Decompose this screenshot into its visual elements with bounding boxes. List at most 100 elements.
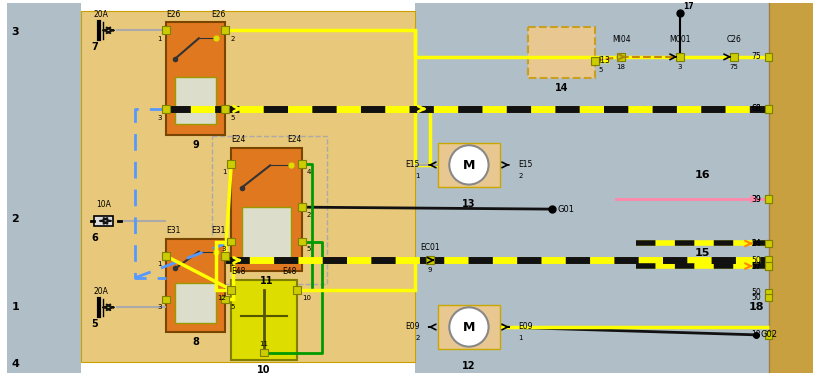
Bar — [763, 256, 771, 264]
Text: 18: 18 — [748, 302, 763, 313]
Text: 50: 50 — [750, 288, 760, 297]
Bar — [425, 256, 433, 264]
Text: 16: 16 — [694, 170, 709, 180]
Text: 1: 1 — [518, 335, 522, 341]
Bar — [162, 252, 170, 260]
Text: 75: 75 — [750, 52, 760, 61]
Bar — [242, 207, 291, 259]
Text: 2: 2 — [230, 36, 234, 42]
Text: 68: 68 — [750, 104, 760, 113]
Text: 1: 1 — [11, 302, 19, 313]
Text: 5: 5 — [91, 319, 98, 329]
Text: E24: E24 — [287, 135, 301, 144]
Text: E15: E15 — [518, 161, 532, 169]
Text: E15: E15 — [405, 161, 419, 169]
Bar — [221, 252, 229, 260]
Text: G01: G01 — [557, 205, 573, 214]
Bar — [763, 331, 771, 339]
Text: 12: 12 — [217, 294, 226, 300]
Text: 6: 6 — [91, 233, 98, 243]
Text: 24: 24 — [750, 239, 760, 248]
Bar — [260, 349, 268, 357]
Bar — [437, 143, 500, 187]
Text: 10: 10 — [301, 294, 310, 300]
Bar — [227, 238, 235, 245]
Text: 11: 11 — [260, 341, 269, 346]
Text: 1: 1 — [156, 261, 161, 267]
Bar — [297, 203, 305, 211]
Text: E09: E09 — [518, 322, 532, 331]
Bar — [7, 3, 81, 373]
Text: M: M — [462, 159, 474, 172]
Bar — [763, 294, 771, 302]
Text: C26: C26 — [726, 35, 740, 44]
Text: 3: 3 — [156, 115, 161, 121]
Bar — [297, 238, 305, 245]
Text: 18: 18 — [750, 330, 760, 339]
Text: MC01: MC01 — [668, 35, 690, 44]
Bar — [617, 53, 624, 61]
Bar — [221, 26, 229, 34]
Bar — [763, 195, 771, 203]
Text: 5: 5 — [306, 247, 311, 253]
Text: 17: 17 — [682, 2, 693, 11]
Text: 18: 18 — [616, 64, 625, 70]
Text: E09: E09 — [405, 322, 419, 331]
Text: 9: 9 — [192, 140, 199, 150]
Text: 3: 3 — [222, 247, 226, 253]
Text: 12: 12 — [462, 362, 475, 371]
Text: 1: 1 — [156, 36, 161, 42]
Text: 39: 39 — [750, 195, 760, 204]
Bar — [297, 160, 305, 168]
Bar — [166, 23, 225, 135]
Bar — [763, 195, 771, 203]
Text: 2: 2 — [11, 214, 19, 224]
Bar — [590, 57, 598, 64]
Text: 3: 3 — [677, 64, 681, 70]
Text: 15: 15 — [694, 248, 709, 258]
Text: 7: 7 — [91, 42, 98, 52]
Text: 4: 4 — [11, 359, 19, 369]
Bar — [763, 239, 771, 247]
Bar — [221, 105, 229, 113]
Text: 20A: 20A — [93, 287, 108, 296]
Bar — [763, 262, 771, 270]
Text: 57: 57 — [750, 262, 760, 271]
Text: 75: 75 — [729, 64, 738, 70]
Bar — [81, 11, 414, 362]
Text: 3: 3 — [156, 304, 161, 310]
Text: 3: 3 — [11, 27, 19, 37]
Text: 10A: 10A — [96, 200, 111, 209]
Text: 2: 2 — [230, 261, 234, 267]
Text: 11: 11 — [260, 276, 273, 286]
Text: 5: 5 — [230, 304, 234, 310]
Text: 20A: 20A — [93, 9, 108, 18]
Bar — [676, 53, 683, 61]
Text: E31: E31 — [166, 226, 180, 234]
Bar — [227, 286, 235, 294]
Bar — [162, 296, 170, 303]
Text: E24: E24 — [231, 135, 246, 144]
Text: 9: 9 — [427, 267, 432, 273]
Bar — [231, 148, 301, 271]
Text: 2: 2 — [415, 335, 419, 341]
Bar — [175, 284, 216, 323]
Bar — [437, 305, 500, 349]
Text: G02: G02 — [760, 330, 776, 339]
Bar — [763, 289, 771, 297]
Bar — [162, 26, 170, 34]
Text: 8: 8 — [192, 337, 199, 347]
Text: 2: 2 — [518, 173, 522, 179]
Circle shape — [449, 307, 488, 346]
Text: 4: 4 — [306, 169, 311, 175]
Text: 10: 10 — [257, 365, 270, 375]
Bar — [763, 105, 771, 113]
Text: 68: 68 — [750, 104, 760, 113]
Bar — [763, 53, 771, 61]
Bar — [414, 3, 787, 373]
Bar — [292, 286, 301, 294]
Bar — [221, 296, 229, 303]
Bar — [227, 160, 235, 168]
Bar — [763, 262, 771, 270]
Text: E31: E31 — [210, 226, 225, 234]
